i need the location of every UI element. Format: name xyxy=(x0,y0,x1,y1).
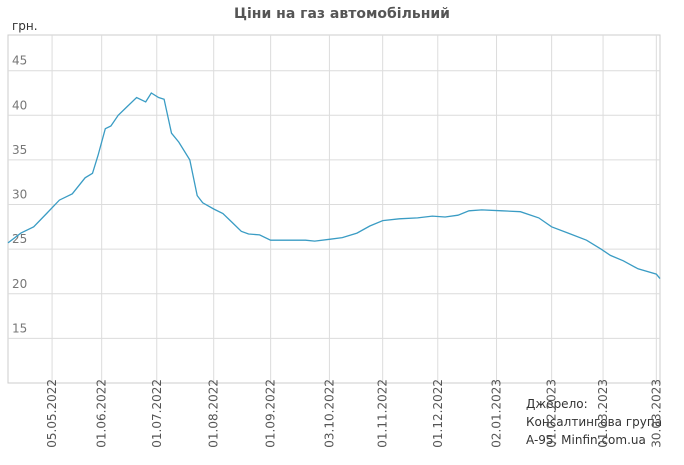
x-tick-label: 01.11.2022 xyxy=(376,379,390,448)
y-tick-label: 25 xyxy=(12,232,27,246)
x-tick-label: 01.12.2022 xyxy=(431,379,445,448)
x-tick-label: 02.01.2023 xyxy=(490,379,504,448)
data-line xyxy=(7,92,661,280)
plot-frame xyxy=(7,34,661,384)
chart-title: Ціни на газ автомобільний xyxy=(234,6,450,22)
x-tick-label: 01.06.2022 xyxy=(95,379,109,448)
x-tick-label: 03.10.2022 xyxy=(322,379,336,448)
source-line: Джерело: xyxy=(526,397,588,411)
x-tick-label: 01.03.2023 xyxy=(596,379,610,448)
x-tick-label: 01.09.2022 xyxy=(264,379,278,448)
x-tick-label: 30.03.2023 xyxy=(649,379,663,448)
y-tick-label: 15 xyxy=(12,321,27,335)
source-line: Консалтингова група xyxy=(526,415,662,429)
y-tick-label: 20 xyxy=(12,277,27,291)
source-line: A-95, Minfin.com.ua xyxy=(526,433,646,447)
x-tick-label: 01.07.2022 xyxy=(150,379,164,448)
x-tick-label: 01.08.2022 xyxy=(207,379,221,448)
y-tick-label: 35 xyxy=(12,143,27,157)
x-tick-label: 01.02.2023 xyxy=(545,379,559,448)
y-axis-label: грн. xyxy=(12,19,38,33)
y-tick-label: 45 xyxy=(12,54,27,68)
y-tick-label: 30 xyxy=(12,188,27,202)
x-tick-label: 05.05.2022 xyxy=(45,379,59,448)
y-tick-label: 40 xyxy=(12,98,27,112)
